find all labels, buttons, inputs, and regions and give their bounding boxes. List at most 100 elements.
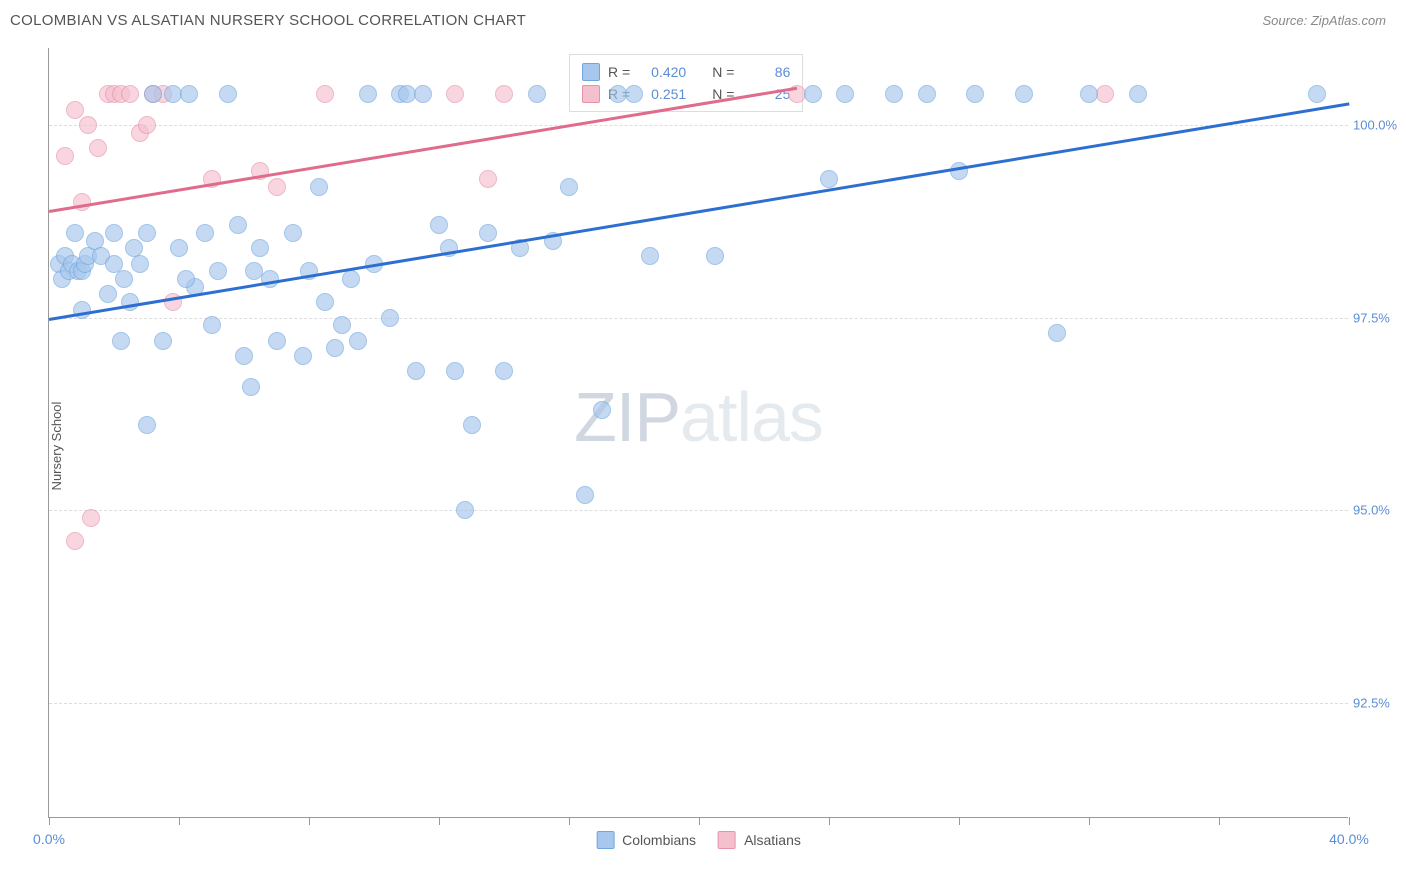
data-point	[66, 101, 84, 119]
data-point	[1096, 85, 1114, 103]
data-point	[121, 85, 139, 103]
legend-swatch-pink	[582, 85, 600, 103]
data-point	[121, 293, 139, 311]
data-point	[349, 332, 367, 350]
data-point	[1015, 85, 1033, 103]
data-point	[209, 262, 227, 280]
x-tick-label: 0.0%	[33, 831, 65, 847]
x-tick	[959, 817, 960, 825]
data-point	[89, 139, 107, 157]
data-point	[251, 239, 269, 257]
data-point	[641, 247, 659, 265]
x-tick-label: 40.0%	[1329, 831, 1369, 847]
series-legend: Colombians Alsatians	[596, 831, 801, 849]
y-tick-label: 97.5%	[1353, 310, 1406, 325]
data-point	[268, 332, 286, 350]
data-point	[495, 85, 513, 103]
data-point	[528, 85, 546, 103]
data-point	[836, 85, 854, 103]
legend-swatch-pink	[718, 831, 736, 849]
r-value-alsatians: 0.251	[638, 86, 686, 102]
data-point	[446, 362, 464, 380]
legend-label-alsatians: Alsatians	[744, 832, 801, 848]
data-point	[105, 224, 123, 242]
legend-swatch-blue	[582, 63, 600, 81]
data-point	[170, 239, 188, 257]
data-point	[235, 347, 253, 365]
legend-row-colombians: R = 0.420 N = 86	[582, 61, 790, 83]
data-point	[177, 270, 195, 288]
x-tick	[1089, 817, 1090, 825]
data-point	[79, 116, 97, 134]
data-point	[820, 170, 838, 188]
data-point	[196, 224, 214, 242]
gridline	[49, 318, 1348, 319]
data-point	[495, 362, 513, 380]
x-tick	[439, 817, 440, 825]
data-point	[625, 85, 643, 103]
data-point	[316, 293, 334, 311]
data-point	[138, 116, 156, 134]
data-point	[56, 147, 74, 165]
x-tick	[829, 817, 830, 825]
data-point	[966, 85, 984, 103]
data-point	[112, 332, 130, 350]
y-tick-label: 95.0%	[1353, 503, 1406, 518]
data-point	[359, 85, 377, 103]
data-point	[576, 486, 594, 504]
data-point	[804, 85, 822, 103]
data-point	[73, 193, 91, 211]
y-tick-label: 92.5%	[1353, 695, 1406, 710]
data-point	[268, 178, 286, 196]
data-point	[138, 224, 156, 242]
data-point	[1308, 85, 1326, 103]
data-point	[430, 216, 448, 234]
watermark: ZIPatlas	[574, 377, 823, 457]
y-tick-label: 100.0%	[1353, 118, 1406, 133]
data-point	[284, 224, 302, 242]
data-point	[706, 247, 724, 265]
data-point	[261, 270, 279, 288]
data-point	[82, 509, 100, 527]
data-point	[203, 316, 221, 334]
data-point	[326, 339, 344, 357]
data-point	[316, 85, 334, 103]
data-point	[414, 85, 432, 103]
data-point	[593, 401, 611, 419]
data-point	[310, 178, 328, 196]
data-point	[333, 316, 351, 334]
x-tick	[179, 817, 180, 825]
legend-swatch-blue	[596, 831, 614, 849]
scatter-chart: ZIPatlas R = 0.420 N = 86 R = 0.251 N = …	[48, 48, 1348, 818]
legend-label-colombians: Colombians	[622, 832, 696, 848]
data-point	[131, 255, 149, 273]
data-point	[342, 270, 360, 288]
data-point	[66, 532, 84, 550]
data-point	[180, 85, 198, 103]
source-attribution: Source: ZipAtlas.com	[1262, 13, 1386, 28]
data-point	[407, 362, 425, 380]
r-label: R =	[608, 64, 630, 80]
x-tick	[309, 817, 310, 825]
legend-item-alsatians: Alsatians	[718, 831, 801, 849]
trend-line	[49, 87, 797, 213]
data-point	[479, 170, 497, 188]
correlation-legend: R = 0.420 N = 86 R = 0.251 N = 25	[569, 54, 803, 112]
x-tick	[49, 817, 50, 825]
x-tick	[699, 817, 700, 825]
data-point	[242, 378, 260, 396]
data-point	[219, 85, 237, 103]
x-tick	[1349, 817, 1350, 825]
gridline	[49, 510, 1348, 511]
data-point	[99, 285, 117, 303]
gridline	[49, 703, 1348, 704]
n-label: N =	[712, 64, 734, 80]
gridline	[49, 125, 1348, 126]
data-point	[1080, 85, 1098, 103]
data-point	[918, 85, 936, 103]
data-point	[115, 270, 133, 288]
data-point	[125, 239, 143, 257]
data-point	[1129, 85, 1147, 103]
x-tick	[1219, 817, 1220, 825]
data-point	[154, 332, 172, 350]
